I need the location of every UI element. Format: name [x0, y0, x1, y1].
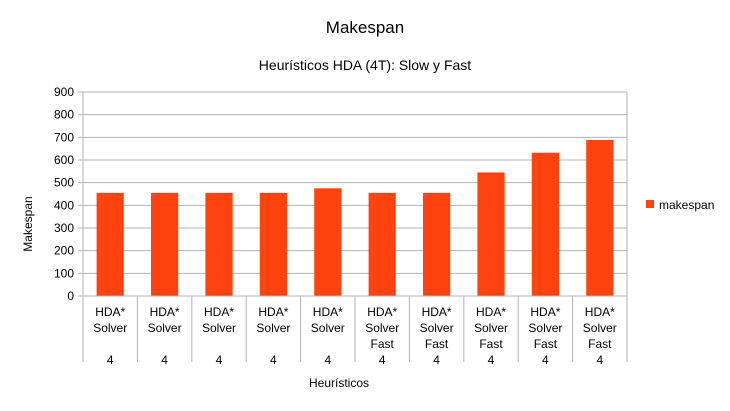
bar-makespan	[423, 192, 451, 296]
y-tick-label: 700	[54, 130, 74, 144]
y-tick-label: 900	[54, 85, 74, 99]
x-axis-title: Heurísticos	[309, 376, 369, 390]
bar-makespan	[151, 192, 179, 296]
x-tick-label: HDA* Solver 4	[311, 305, 345, 367]
legend-swatch	[646, 200, 654, 208]
x-tick-label: HDA* Solver 4	[93, 305, 127, 367]
y-axis-title: Makespan	[21, 196, 35, 251]
bar-makespan	[259, 192, 287, 296]
x-tick-label: HDA* Solver 4	[148, 305, 182, 367]
bar-makespan	[368, 192, 396, 296]
bar-makespan	[314, 188, 342, 296]
x-tick-label: HDA* Solver Fast 4	[420, 305, 454, 367]
legend-label: makespan	[659, 198, 714, 212]
legend: makespan	[646, 198, 714, 212]
plot-area: 0 100 200 300 400 500 600 700 800 900 HDA* Solver 4…	[54, 85, 628, 367]
y-tick-label: 0	[67, 289, 74, 303]
chart-title: Makespan	[326, 18, 404, 37]
bar-makespan	[96, 192, 124, 296]
y-tick-label: 600	[54, 153, 74, 167]
chart-subtitle: Heurísticos HDA (4T): Slow y Fast	[259, 57, 471, 73]
x-tick-label: HDA* Solver Fast 4	[528, 305, 562, 367]
x-tick-label: HDA* Solver Fast 4	[365, 305, 399, 367]
y-tick-label: 300	[54, 221, 74, 235]
bar-makespan	[531, 152, 559, 296]
x-tick-label: HDA* Solver 4	[202, 305, 236, 367]
y-tick-label: 500	[54, 176, 74, 190]
y-tick-label: 100	[54, 266, 74, 280]
bar-makespan	[586, 140, 614, 296]
y-tick-label: 400	[54, 198, 74, 212]
bar-makespan	[205, 192, 233, 296]
y-tick-label: 800	[54, 108, 74, 122]
x-tick-label: HDA* Solver Fast 4	[474, 305, 508, 367]
bar-makespan	[477, 172, 505, 296]
x-tick-label: HDA* Solver 4	[256, 305, 290, 367]
y-tick-label: 200	[54, 244, 74, 258]
x-tick-label: HDA* Solver Fast 4	[583, 305, 617, 367]
